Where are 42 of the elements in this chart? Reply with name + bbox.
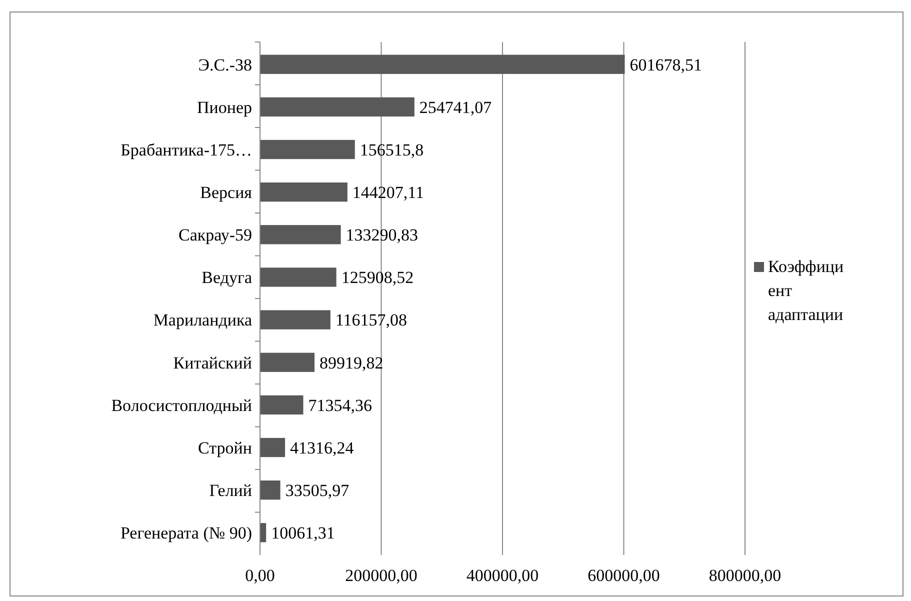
legend-label: Коэффициент адаптации (768, 257, 844, 324)
y-tick-label: Китайский (173, 353, 252, 372)
data-label: 71354,36 (308, 396, 372, 415)
x-tick-label: 600000,00 (588, 566, 660, 585)
bar (260, 395, 304, 415)
bar (260, 523, 266, 542)
y-tick-label: Волосистоплодный (111, 396, 252, 415)
bar (260, 140, 355, 160)
y-tick-label: Стройн (198, 438, 252, 458)
data-label: 33505,97 (285, 481, 350, 500)
bar (260, 480, 280, 500)
bar (260, 352, 315, 372)
y-tick-label: Пионер (196, 98, 252, 117)
y-tick-label: Э.С.-38 (198, 55, 252, 74)
data-label: 133290,83 (346, 226, 418, 245)
bar (260, 54, 625, 74)
data-label: 125908,52 (341, 268, 414, 288)
bar (260, 182, 348, 202)
y-tick-label: Гелий (209, 481, 252, 500)
data-label: 41316,24 (290, 438, 354, 458)
y-tick-label: Сакрау-59 (178, 226, 252, 245)
y-tick-label: Регенерата (№ 90) (120, 524, 252, 543)
x-tick-label: 400000,00 (466, 566, 539, 585)
data-label: 156515,8 (360, 140, 424, 160)
bar (260, 225, 341, 244)
data-label: 601678,51 (630, 55, 702, 74)
data-label: 89919,82 (320, 353, 384, 372)
data-label: 116157,08 (335, 310, 408, 330)
x-tick-label: 800000,00 (708, 566, 782, 585)
y-tick-label: Брабантика-175… (120, 140, 252, 160)
data-label: 144207,11 (352, 183, 424, 202)
data-label: 10061,31 (271, 524, 335, 543)
x-tick-label: 200000,00 (345, 566, 418, 585)
y-tick-label: Мариландика (153, 310, 252, 330)
y-tick-label: Ведуга (202, 268, 252, 288)
data-label: 254741,07 (419, 98, 492, 117)
bar (260, 438, 286, 458)
y-tick-label: Версия (200, 183, 252, 202)
bar (260, 268, 336, 287)
bar (260, 310, 330, 330)
bar (260, 97, 414, 116)
x-tick-label: 0,00 (245, 566, 275, 585)
